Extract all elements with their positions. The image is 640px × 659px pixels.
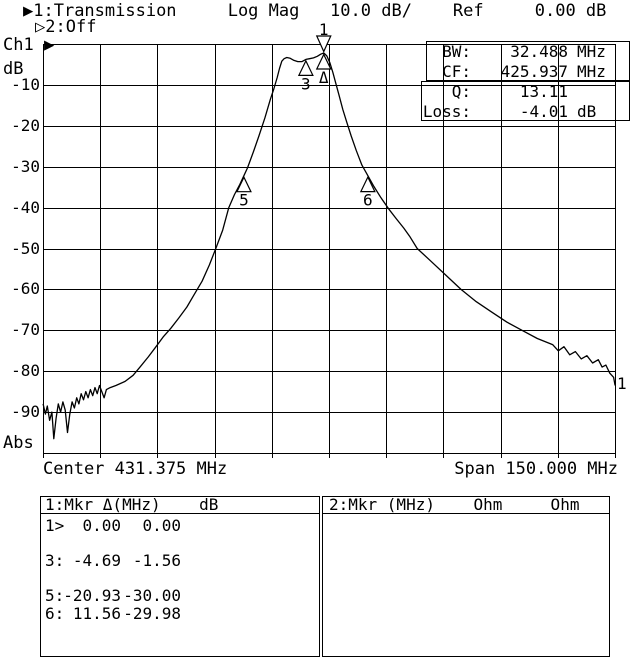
loss-label: Loss:	[422, 102, 471, 121]
bandwidth-readout-box: BW: 32.488 MHz CF: 425.937 MHz	[426, 41, 630, 81]
y-tick-label: -10	[11, 75, 40, 94]
marker-amplitude: 0.00	[142, 516, 181, 535]
marker-delta-frequency: -20.93	[63, 586, 121, 605]
loss-unit: dB	[577, 102, 597, 121]
marker-table-row-3: 3: -4.69 -1.56	[41, 553, 181, 569]
marker-5: 5	[235, 175, 252, 210]
marker-3: 3	[297, 59, 314, 93]
marker-table-row-1: 1> 0.00 0.00	[41, 518, 181, 534]
q-label: Q:	[451, 82, 471, 101]
marker-amplitude: -30.00	[123, 586, 181, 605]
trace2-settings-text: 2:Off	[45, 17, 97, 37]
span-label: Span 150.000 MHz	[454, 459, 618, 479]
marker-number: 5:	[45, 586, 65, 605]
marker-table-row-6: 6: 11.56 -29.98	[41, 603, 181, 623]
marker-amplitude: -1.56	[132, 551, 181, 570]
marker-table-ch2: 2:Mkr (MHz) Ohm Ohm	[322, 496, 610, 657]
marker-delta-frequency: -4.69	[72, 551, 121, 570]
q-row: Q: 13.11	[422, 82, 629, 102]
trace-line	[42, 52, 616, 440]
marker-label-above: 1	[319, 20, 329, 39]
q-loss-readout-box: Q: 13.11 Loss: -4.01 dB	[421, 81, 630, 121]
marker-table-ch1-header: 1:Mkr Δ(MHz) dB	[41, 497, 319, 514]
marker-up-triangle	[235, 175, 252, 193]
marker-delta-frequency: 11.56	[72, 603, 121, 623]
marker-number: 3:	[45, 551, 65, 570]
inactive-channel-icon: ▷	[35, 17, 46, 37]
y-tick-label: -90	[11, 402, 40, 421]
cf-unit: MHz	[577, 62, 606, 81]
marker-down-triangle	[315, 35, 332, 53]
marker-up-triangle	[297, 59, 314, 76]
marker-delta-frequency: 0.00	[82, 516, 121, 535]
trace1-settings-text: 1:Transmission Log Mag 10.0 dB/ Ref 0.00…	[33, 1, 607, 21]
active-channel-icon: ▶	[23, 1, 34, 21]
bw-row: BW: 32.488 MHz	[427, 42, 629, 62]
marker-6: 6	[359, 175, 376, 210]
marker-amplitude: -29.98	[123, 603, 181, 623]
marker-label-below: 3	[301, 74, 311, 93]
trace2-annotation: ▷ 2:Off	[35, 17, 97, 37]
y-tick-label: -70	[11, 320, 40, 339]
marker-up-triangle	[315, 53, 332, 70]
cf-row: CF: 425.937 MHz	[427, 62, 629, 82]
y-axis-unit-label: dB	[3, 59, 24, 79]
y-tick-label: -60	[11, 279, 40, 298]
marker-number: 1>	[45, 516, 65, 535]
trace-end-label: 1	[617, 374, 627, 393]
q-value: 13.11	[519, 82, 568, 101]
cf-label: CF:	[442, 62, 471, 81]
bw-unit: MHz	[577, 42, 606, 61]
center-frequency-label: Center 431.375 MHz	[43, 459, 228, 479]
marker-table-ch2-header: 2:Mkr (MHz) Ohm Ohm	[323, 497, 609, 514]
y-axis-abs-label: Abs	[3, 433, 34, 453]
cf-value: 425.937	[500, 62, 568, 81]
marker-up-triangle	[359, 175, 376, 193]
channel-name: Ch1	[3, 35, 34, 55]
graticule	[43, 44, 616, 458]
y-tick-label: -80	[11, 361, 40, 380]
trace1-annotation: ▶ 1:Transmission Log Mag 10.0 dB/ Ref 0.0…	[23, 1, 607, 21]
marker-label-below: 5	[239, 191, 249, 210]
loss-row: Loss: -4.01 dB	[422, 102, 629, 122]
y-tick-label: -30	[11, 157, 40, 176]
marker-number: 6:	[45, 603, 65, 623]
y-tick-label: -40	[11, 198, 40, 217]
marker-label-below: Δ	[319, 68, 329, 87]
marker-label-below: 6	[363, 191, 373, 210]
bw-label: BW:	[442, 42, 471, 61]
y-tick-label: -50	[11, 239, 40, 258]
y-tick-label: -20	[11, 116, 40, 135]
marker-table-row-5: 5: -20.93 -30.00	[41, 588, 181, 604]
loss-value: -4.01	[519, 102, 568, 121]
marker-1: 1Δ	[315, 20, 332, 87]
bw-value: 32.488	[510, 42, 568, 61]
marker-table-ch1: 1:Mkr Δ(MHz) dB 1> 0.00 0.00 3: -4.69 -1.56 5:…	[40, 496, 320, 657]
